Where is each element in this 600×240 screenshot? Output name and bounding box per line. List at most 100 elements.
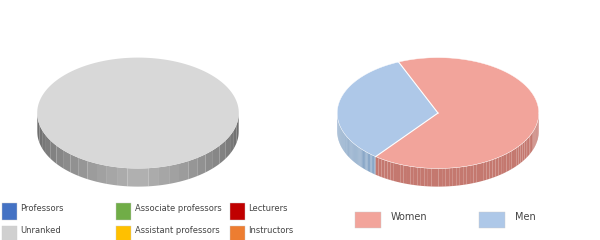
Polygon shape: [477, 163, 480, 182]
Polygon shape: [213, 146, 220, 168]
Polygon shape: [343, 132, 344, 151]
Polygon shape: [536, 123, 537, 143]
Polygon shape: [532, 131, 533, 151]
Text: Men: Men: [515, 212, 536, 222]
Polygon shape: [348, 138, 349, 157]
Polygon shape: [467, 166, 470, 184]
Polygon shape: [529, 135, 531, 155]
Polygon shape: [517, 146, 518, 166]
Polygon shape: [38, 119, 40, 143]
Polygon shape: [376, 157, 379, 176]
Polygon shape: [361, 149, 362, 168]
Polygon shape: [51, 141, 56, 164]
Polygon shape: [463, 166, 467, 185]
Polygon shape: [435, 168, 439, 187]
Polygon shape: [354, 144, 355, 163]
Polygon shape: [446, 168, 449, 186]
Polygon shape: [107, 166, 117, 186]
Polygon shape: [521, 143, 523, 163]
Bar: [116, 203, 131, 220]
Polygon shape: [523, 142, 524, 161]
Polygon shape: [528, 136, 529, 156]
Polygon shape: [487, 161, 490, 180]
Polygon shape: [512, 150, 514, 169]
Polygon shape: [88, 161, 97, 182]
Polygon shape: [347, 137, 348, 156]
Text: Lecturers: Lecturers: [248, 204, 288, 213]
Polygon shape: [524, 140, 526, 160]
Polygon shape: [374, 156, 376, 175]
Polygon shape: [373, 155, 374, 174]
Polygon shape: [493, 159, 496, 178]
Text: Associate professors: Associate professors: [134, 204, 221, 213]
Polygon shape: [514, 148, 517, 168]
Polygon shape: [453, 168, 456, 186]
Polygon shape: [533, 129, 535, 149]
Polygon shape: [362, 149, 363, 168]
Polygon shape: [470, 165, 473, 184]
Polygon shape: [346, 135, 347, 155]
Bar: [2, 203, 17, 220]
Polygon shape: [428, 168, 431, 186]
Polygon shape: [531, 133, 532, 153]
Polygon shape: [391, 162, 394, 181]
Polygon shape: [364, 151, 365, 170]
Polygon shape: [490, 160, 493, 179]
Polygon shape: [501, 155, 504, 174]
Polygon shape: [473, 164, 477, 183]
Polygon shape: [504, 154, 506, 173]
Polygon shape: [456, 167, 460, 186]
Polygon shape: [349, 139, 350, 158]
Polygon shape: [355, 145, 356, 164]
Polygon shape: [376, 58, 539, 168]
Polygon shape: [225, 136, 230, 159]
Polygon shape: [42, 130, 46, 154]
Polygon shape: [127, 168, 138, 187]
Polygon shape: [169, 164, 179, 184]
Polygon shape: [499, 156, 501, 176]
Polygon shape: [179, 161, 188, 182]
Polygon shape: [496, 157, 499, 177]
Polygon shape: [371, 155, 373, 174]
Text: Women: Women: [391, 212, 428, 222]
Polygon shape: [509, 151, 512, 170]
Polygon shape: [344, 134, 345, 153]
Polygon shape: [460, 167, 463, 185]
Polygon shape: [363, 150, 364, 169]
Polygon shape: [388, 161, 391, 180]
Polygon shape: [197, 154, 205, 176]
Polygon shape: [367, 152, 368, 171]
Bar: [355, 212, 380, 228]
Polygon shape: [230, 130, 234, 154]
Polygon shape: [149, 167, 159, 186]
Polygon shape: [56, 146, 63, 168]
Polygon shape: [424, 168, 428, 186]
Polygon shape: [518, 145, 521, 165]
Polygon shape: [407, 166, 410, 185]
Polygon shape: [159, 166, 169, 186]
Polygon shape: [506, 152, 509, 172]
Polygon shape: [442, 168, 446, 186]
Polygon shape: [345, 135, 346, 154]
Polygon shape: [404, 165, 407, 184]
Polygon shape: [358, 147, 359, 166]
Polygon shape: [365, 151, 367, 170]
Polygon shape: [483, 162, 487, 181]
Polygon shape: [480, 162, 483, 182]
Polygon shape: [421, 168, 424, 186]
Polygon shape: [370, 154, 371, 173]
Polygon shape: [535, 127, 536, 147]
Polygon shape: [352, 142, 353, 161]
Polygon shape: [117, 167, 127, 186]
Polygon shape: [353, 143, 354, 162]
Polygon shape: [220, 141, 225, 164]
Polygon shape: [431, 168, 435, 186]
Polygon shape: [234, 125, 236, 148]
Bar: [230, 226, 245, 240]
Polygon shape: [350, 141, 352, 160]
Polygon shape: [138, 168, 149, 187]
Bar: [2, 226, 17, 240]
Bar: [230, 203, 245, 220]
Polygon shape: [368, 153, 369, 172]
Polygon shape: [79, 158, 88, 179]
